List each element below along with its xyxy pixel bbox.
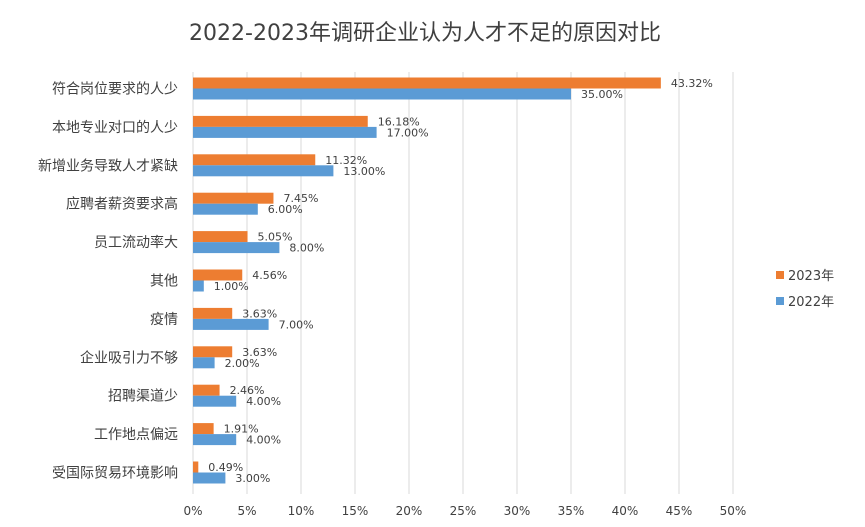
bar-2022 (193, 165, 334, 177)
data-label: 16.18% (378, 115, 420, 128)
x-tick-label: 30% (504, 504, 531, 518)
bar-2022 (193, 242, 280, 254)
x-tick-label: 0% (183, 504, 202, 518)
bar-2022 (193, 203, 258, 215)
x-tick-label: 15% (342, 504, 369, 518)
gridlines (192, 72, 734, 494)
bar-2022 (193, 395, 237, 407)
data-label: 3.63% (242, 346, 277, 359)
bar-2023 (193, 231, 248, 243)
x-tick-label: 40% (612, 504, 639, 518)
bar-2023 (193, 192, 274, 204)
bar-2022 (193, 88, 571, 100)
data-label: 1.00% (214, 280, 249, 293)
data-label: 8.00% (289, 242, 324, 255)
x-tick-labels: 0% 5% 10% 15% 20% 25% 30% 35% 40% 45% 50% (183, 504, 746, 518)
bar-2022 (193, 472, 226, 484)
category-label: 招聘渠道少 (108, 389, 178, 405)
chart-title: 2022-2023年调研企业认为人才不足的原因对比 (189, 21, 661, 46)
bar-2023 (193, 77, 661, 89)
bar-2023 (193, 384, 220, 396)
data-label: 6.00% (268, 203, 303, 216)
bar-2023 (193, 154, 316, 166)
category-label: 符合岗位要求的人少 (52, 82, 178, 98)
category-label: 应聘者薪资要求高 (66, 196, 178, 213)
category-label: 企业吸引力不够 (80, 349, 178, 366)
data-label: 2.46% (230, 384, 265, 397)
data-label: 2.00% (225, 357, 260, 370)
data-label: 0.49% (208, 461, 243, 474)
category-label: 员工流动率大 (94, 234, 178, 251)
data-label: 4.00% (246, 395, 281, 408)
bar-2023 (193, 307, 233, 319)
legend-swatch (776, 297, 784, 305)
x-tick-label: 5% (237, 504, 256, 518)
category-label: 疫情 (150, 312, 178, 328)
legend-swatch (776, 271, 784, 279)
data-label: 5.05% (258, 231, 293, 244)
data-label: 4.56% (252, 269, 287, 282)
x-tick-label: 45% (666, 504, 693, 518)
bar-2022 (193, 357, 215, 369)
legend-label: 2023年 (788, 269, 834, 284)
x-tick-label: 25% (450, 504, 477, 518)
category-label: 本地专业对口的人少 (52, 120, 178, 136)
data-label: 7.45% (283, 192, 318, 205)
bar-2022 (193, 434, 237, 446)
data-label: 1.91% (224, 423, 259, 436)
x-tick-label: 50% (720, 504, 747, 518)
data-label: 4.00% (246, 434, 281, 447)
bar-2023 (193, 115, 368, 127)
data-label: 43.32% (671, 77, 713, 90)
x-tick-label: 10% (288, 504, 315, 518)
legend-label: 2022年 (788, 295, 834, 310)
data-label: 35.00% (581, 88, 623, 101)
x-tick-label: 20% (396, 504, 423, 518)
data-label: 17.00% (387, 126, 429, 139)
x-tick-label: 35% (558, 504, 585, 518)
data-label: 13.00% (343, 165, 385, 178)
category-labels: 符合岗位要求的人少本地专业对口的人少新增业务导致人才紧缺应聘者薪资要求高员工流动… (38, 82, 178, 482)
bar-2022 (193, 280, 204, 292)
category-label: 工作地点偏远 (94, 427, 178, 443)
bar-2023 (193, 269, 243, 281)
data-label: 7.00% (279, 318, 314, 331)
bar-2023 (193, 423, 214, 435)
category-label: 新增业务导致人才紧缺 (38, 158, 178, 174)
legend: 2023年 2022年 (776, 269, 834, 310)
bar-2022 (193, 126, 377, 138)
data-label: 11.32% (325, 154, 367, 167)
bar-2023 (193, 461, 199, 473)
bar-2022 (193, 318, 269, 330)
bar-2023 (193, 346, 233, 358)
category-label: 受国际贸易环境影响 (52, 466, 178, 482)
data-label: 3.00% (235, 472, 270, 485)
category-label: 其他 (150, 274, 178, 290)
data-label: 3.63% (242, 307, 277, 320)
bars: 43.32% 35.00% 16.18%17.00% 11.32%13.00% 7.45… (193, 77, 713, 485)
